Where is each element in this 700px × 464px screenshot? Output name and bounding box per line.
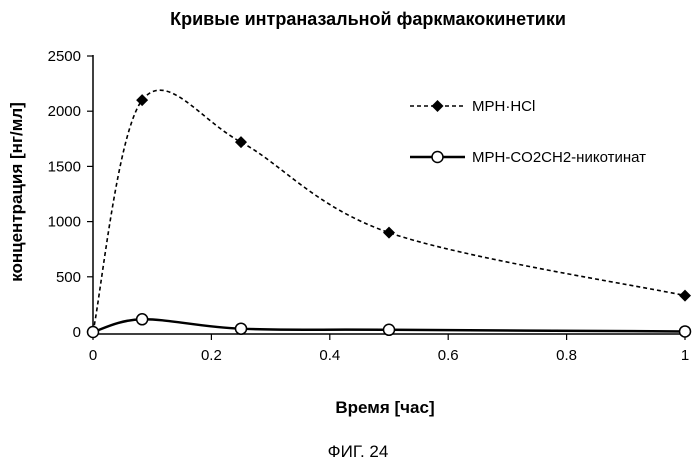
x-tick-label: 0 [89,347,97,364]
series-line-1 [93,90,685,332]
legend-item-2: MPH-CO2CH2-никотинат [410,149,646,166]
chart: Кривые интраназальной фаркмакокинетики к… [0,0,700,464]
legend-label-1: MPH·HCl [472,98,535,115]
data-point-circle [236,323,247,334]
series-layer [87,90,691,338]
y-tick-label: 500 [56,269,81,286]
x-tick-label: 0.6 [438,347,459,364]
y-tick-label: 2500 [48,48,81,65]
y-ticks: 0 500 1000 1500 2000 2500 [48,48,93,341]
legend-label-2: MPH-CO2CH2-никотинат [472,149,646,166]
x-ticks: 0 0.2 0.4 0.6 0.8 1 [89,334,689,364]
x-tick-label: 0.4 [319,347,340,364]
legend-circle-marker [432,152,443,163]
y-tick-label: 0 [73,324,81,341]
x-tick-label: 0.8 [556,347,577,364]
legend-diamond-marker [432,100,444,112]
data-point-diamond [383,227,395,239]
data-point-diamond [136,94,148,106]
y-tick-label: 1500 [48,158,81,175]
data-point-circle [680,326,691,337]
legend-item-1: MPH·HCl [410,98,535,115]
data-point-diamond [679,290,691,302]
chart-title: Кривые интраназальной фаркмакокинетики [170,9,566,29]
data-point-circle [384,324,395,335]
data-point-circle [88,327,99,338]
y-tick-label: 1000 [48,214,81,231]
data-point-circle [137,314,148,325]
x-tick-label: 1 [681,347,689,364]
y-axis-label: концентрация [нг/мл] [7,102,26,282]
x-axis-label: Время [час] [335,398,434,417]
data-point-diamond [235,136,247,148]
legend: MPH·HCl MPH-CO2CH2-никотинат [410,98,646,166]
y-tick-label: 2000 [48,103,81,120]
x-tick-label: 0.2 [201,347,222,364]
figure-caption: ФИГ. 24 [328,442,389,461]
